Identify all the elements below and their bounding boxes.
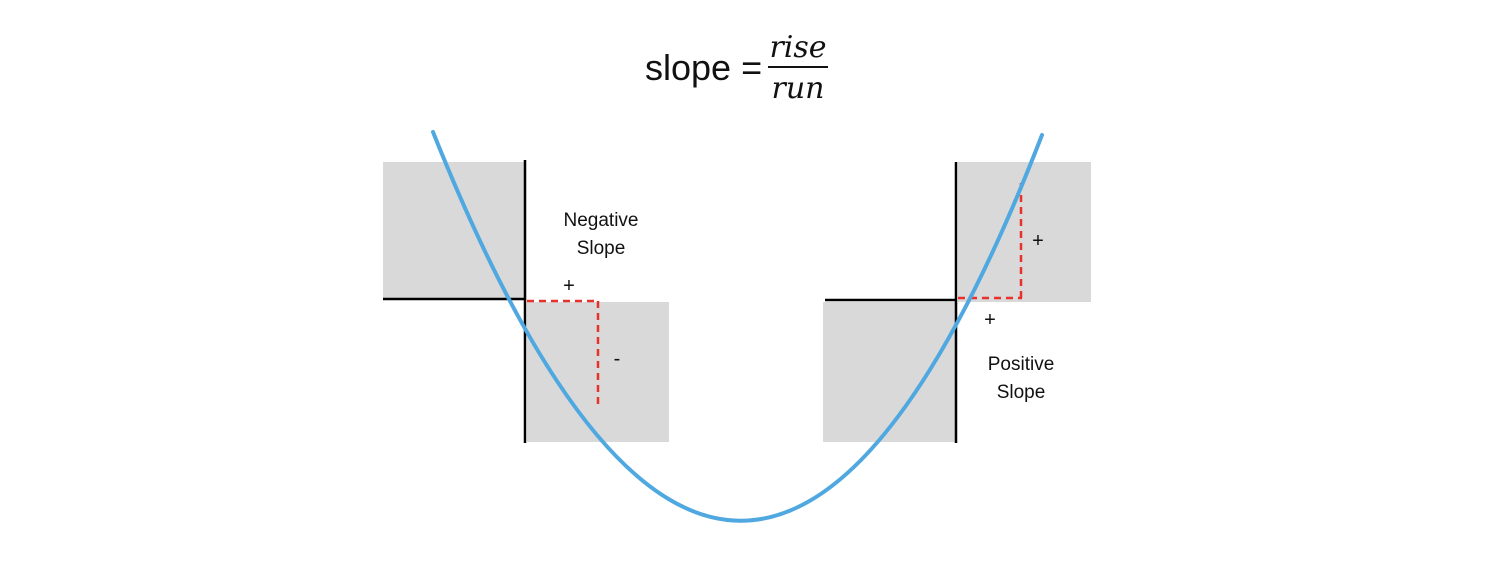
slope-formula: slope = rise run: [645, 30, 828, 106]
formula-denominator: run: [772, 71, 825, 106]
positive-slope-labels: Positive Slope + +: [984, 230, 1054, 403]
positive-rise-sign: +: [1032, 230, 1044, 252]
positive-caption-line2: Slope: [997, 382, 1046, 403]
positive-slope-axes: [823, 162, 1091, 443]
negative-caption-line1: Negative: [564, 210, 639, 231]
positive-run-sign: +: [984, 309, 996, 331]
negative-slope-axes: [383, 160, 669, 443]
negative-rise-sign: -: [614, 348, 621, 370]
positive-slope-triangle: [958, 180, 1023, 300]
positive-caption-line1: Positive: [988, 354, 1055, 375]
negative-slope-triangle: [527, 299, 600, 405]
formula-numerator: rise: [769, 30, 826, 65]
negative-slope-labels: Negative Slope + -: [563, 210, 638, 370]
formula-lhs: slope =: [645, 47, 762, 88]
parabola-curve: [431, 130, 1044, 523]
negative-run-sign: +: [563, 275, 575, 297]
negative-lower-right-quadrant: [527, 302, 669, 442]
positive-lower-left-quadrant: [823, 302, 955, 442]
negative-caption-line2: Slope: [577, 238, 626, 259]
